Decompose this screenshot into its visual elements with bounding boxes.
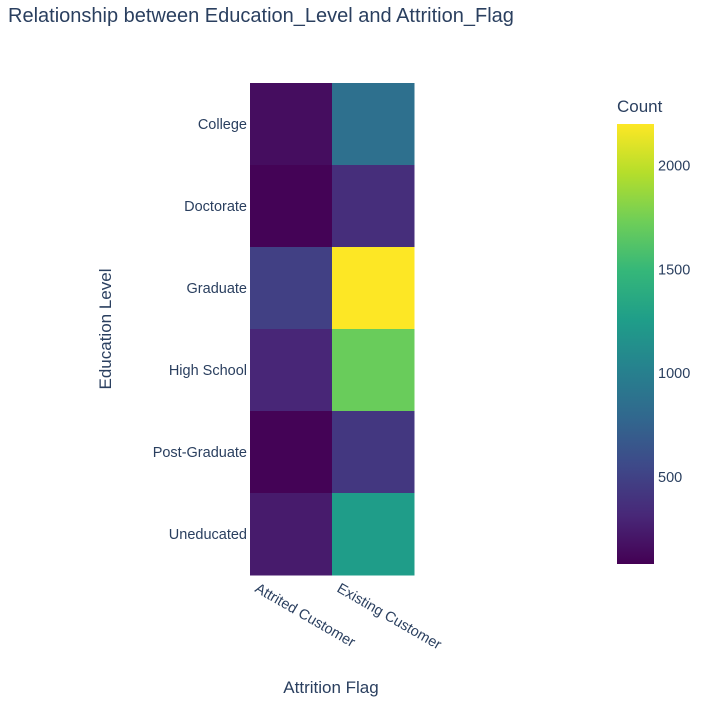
heatmap-cell xyxy=(250,83,333,166)
heatmap-cells xyxy=(250,83,415,576)
heatmap-cell xyxy=(332,83,415,166)
colorbar-tick-label: 2000 xyxy=(658,159,690,175)
y-tick-labels: College Doctorate Graduate High School Post-… xyxy=(153,117,247,543)
y-tick-label: College xyxy=(198,117,247,133)
heatmap-cell xyxy=(332,493,415,576)
chart-title: Relationship between Education_Level and… xyxy=(8,5,514,27)
colorbar-tick-label: 1000 xyxy=(658,366,690,382)
colorbar-tick-label: 1500 xyxy=(658,262,690,278)
y-tick-label: Graduate xyxy=(187,281,247,297)
y-tick-label: Doctorate xyxy=(184,199,247,215)
heatmap-cell xyxy=(250,247,333,330)
heatmap-cell xyxy=(332,165,415,248)
heatmap-cell xyxy=(332,247,415,330)
colorbar-tick-label: 500 xyxy=(658,470,682,486)
heatmap-cell xyxy=(250,493,333,576)
y-tick-label: Post-Graduate xyxy=(153,445,247,461)
colorbar-title: Count xyxy=(617,97,663,116)
heatmap-cell xyxy=(332,411,415,494)
colorbar-tick-labels: 500 1000 1500 2000 xyxy=(658,159,690,486)
y-tick-label: Uneducated xyxy=(169,527,247,543)
x-axis-title: Attrition Flag xyxy=(283,678,378,697)
colorbar xyxy=(617,124,654,564)
y-tick-label: High School xyxy=(169,363,247,379)
heatmap-cell xyxy=(250,329,333,412)
heatmap-cell xyxy=(332,329,415,412)
heatmap-cell xyxy=(250,411,333,494)
y-axis-title: Education Level xyxy=(96,269,115,390)
heatmap-cell xyxy=(250,165,333,248)
